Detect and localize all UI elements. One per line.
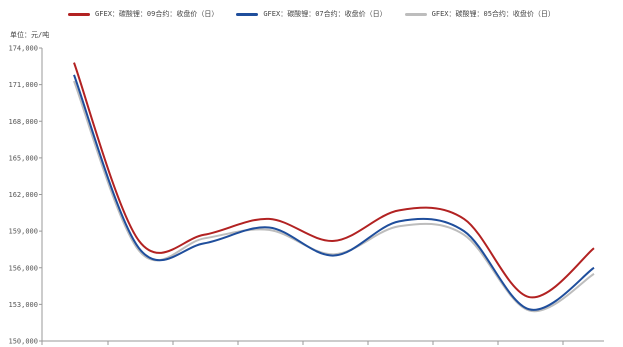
- legend-swatch-07: [236, 12, 259, 16]
- legend-item-05[interactable]: GFEX：碳酸锂：05合约：收盘价（日）: [404, 9, 555, 19]
- legend-label-07: GFEX：碳酸锂：07合约：收盘价（日）: [263, 10, 387, 18]
- series-line-09[interactable]: [73, 62, 595, 299]
- legend-item-07[interactable]: GFEX：碳酸锂：07合约：收盘价（日）: [236, 9, 387, 19]
- legend-item-09[interactable]: GFEX：碳酸锂：09合约：收盘价（日）: [68, 9, 218, 19]
- legend-label-05: GFEX：碳酸锂：05合约：收盘价（日）: [431, 10, 555, 18]
- series-line-05[interactable]: [73, 80, 595, 313]
- legend-label-09: GFEX：碳酸锂：09合约：收盘价（日）: [95, 10, 219, 18]
- series-line-07[interactable]: [73, 74, 595, 311]
- legend-swatch-05: [404, 12, 427, 16]
- y-tick-label: 150,000: [8, 338, 38, 346]
- y-tick-label: 156,000: [8, 264, 38, 272]
- y-tick-label: 174,000: [8, 45, 38, 53]
- legend-swatch-09: [68, 12, 91, 16]
- chart-legend: GFEX：碳酸锂：09合约：收盘价（日） GFEX：碳酸锂：07合约：收盘价（日…: [0, 9, 623, 19]
- y-tick-label: 162,000: [8, 191, 38, 199]
- y-tick-label: 159,000: [8, 228, 38, 236]
- y-tick-label: 165,000: [8, 154, 38, 162]
- y-tick-label: 168,000: [8, 118, 38, 126]
- y-tick-label: 171,000: [8, 81, 38, 89]
- y-tick-label: 153,000: [8, 301, 38, 309]
- y-axis-unit-label: 单位：元/吨: [10, 31, 50, 39]
